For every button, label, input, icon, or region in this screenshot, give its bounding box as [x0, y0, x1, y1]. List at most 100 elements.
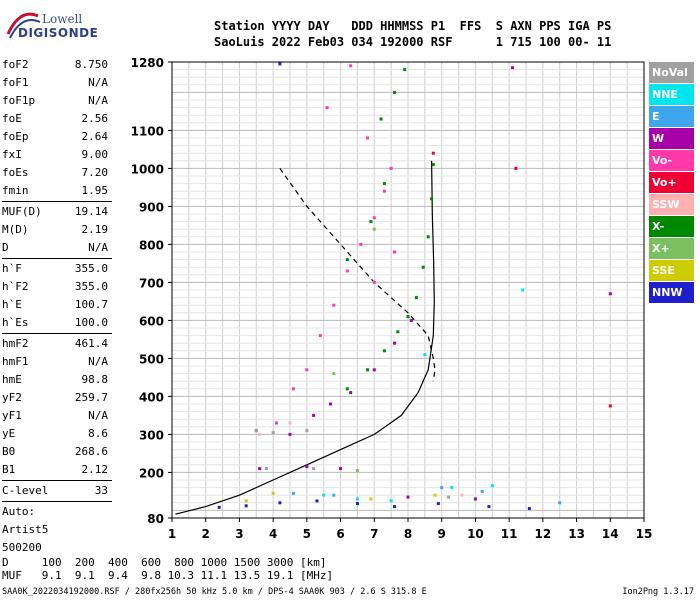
legend-item: NNE	[649, 84, 694, 105]
data-point	[430, 197, 434, 201]
data-point	[514, 166, 518, 170]
param-value: 461.4	[74, 337, 108, 350]
param-row: h`F2 355.0	[2, 278, 112, 296]
param-value: 33	[94, 484, 108, 497]
data-point	[558, 501, 562, 505]
x-tick-label: 7	[370, 527, 378, 541]
muf-value-row: MUF 9.1 9.1 9.4 9.8 10.3 11.1 13.5 19.1 …	[2, 569, 334, 582]
param-value: N/A	[88, 76, 108, 89]
param-label: yF2	[2, 391, 22, 404]
param-label: h`E	[2, 298, 22, 311]
data-point	[366, 136, 370, 140]
data-point	[511, 66, 515, 70]
data-point	[446, 495, 450, 499]
data-point	[339, 467, 343, 471]
param-row: foE 2.56	[2, 110, 112, 128]
header-row-values: SaoLuis 2022 Feb03 034 192000 RSF 1 715 …	[214, 35, 612, 49]
param-label: fmin	[2, 184, 29, 197]
data-point	[345, 387, 349, 391]
data-point	[278, 501, 282, 505]
data-point	[460, 493, 464, 497]
data-point	[450, 486, 454, 490]
auto-scaling-label: Auto:	[2, 505, 36, 518]
param-row: M(D) 2.19	[2, 221, 112, 239]
param-label: yE	[2, 427, 16, 440]
x-tick-label: 2	[202, 527, 210, 541]
data-point	[366, 368, 370, 372]
param-row: MUF(D) 19.14	[2, 203, 112, 221]
param-label: B0	[2, 445, 16, 458]
data-point	[521, 288, 525, 292]
data-point	[258, 432, 262, 436]
legend-item: E	[649, 106, 694, 127]
data-point	[431, 151, 435, 155]
data-point	[345, 269, 349, 273]
param-value: 8.6	[88, 427, 108, 440]
param-row: h`F 355.0	[2, 260, 112, 278]
param-value: 2.19	[81, 223, 109, 236]
parameter-panel: foF2 8.750 foF1 N/A foF1p N/A foE 2.56 foEp 2.64 f…	[2, 56, 112, 557]
y-tick-label: 800	[139, 238, 164, 252]
x-tick-label: 14	[602, 527, 619, 541]
legend-item: SSE	[649, 260, 694, 281]
param-label: hmF1	[2, 355, 29, 368]
param-label: hmF2	[2, 337, 29, 350]
x-tick-label: 11	[501, 527, 518, 541]
data-point	[315, 499, 319, 503]
param-label: foEp	[2, 130, 29, 143]
data-point	[305, 368, 309, 372]
data-point	[409, 318, 413, 322]
y-tick-label: 500	[139, 352, 164, 366]
legend-item: Vo-	[649, 150, 694, 171]
param-value: 9.00	[81, 148, 109, 161]
param-value: 100.7	[74, 298, 108, 311]
data-point	[414, 296, 418, 300]
data-point	[372, 368, 376, 372]
param-value: 1.95	[81, 184, 109, 197]
legend-item: W	[649, 128, 694, 149]
data-point	[480, 489, 484, 493]
data-point	[382, 189, 386, 193]
x-tick-label: 10	[467, 527, 484, 541]
param-value: 2.64	[81, 130, 109, 143]
y-tick-label: 600	[139, 314, 164, 328]
param-label: foEs	[2, 166, 29, 179]
param-value: N/A	[88, 94, 108, 107]
data-point	[322, 493, 326, 497]
param-label: yF1	[2, 409, 22, 422]
param-label: B1	[2, 463, 16, 476]
data-point	[608, 404, 612, 408]
param-divider	[2, 480, 112, 481]
data-point	[349, 64, 353, 68]
data-point	[254, 429, 258, 433]
param-value: 2.12	[81, 463, 109, 476]
data-point	[264, 467, 268, 471]
param-value: N/A	[88, 241, 108, 254]
data-point	[244, 499, 248, 503]
param-divider	[2, 333, 112, 334]
param-value: 2.56	[81, 112, 109, 125]
y-tick-label: 300	[139, 428, 164, 442]
param-divider	[2, 501, 112, 502]
param-label: h`F	[2, 262, 22, 275]
data-point	[291, 387, 295, 391]
x-tick-label: 6	[336, 527, 344, 541]
param-row: foF1p N/A	[2, 92, 112, 110]
data-point	[393, 341, 397, 345]
param-label: foF1p	[2, 94, 36, 107]
data-point	[318, 334, 322, 338]
param-label: hmE	[2, 373, 22, 386]
data-point	[288, 432, 292, 436]
param-row: hmE 98.8	[2, 371, 112, 389]
profile-curve-dashed	[279, 168, 436, 382]
data-point	[433, 493, 437, 497]
param-value: 7.20	[81, 166, 109, 179]
data-point	[271, 491, 275, 495]
x-tick-label: 12	[535, 527, 552, 541]
param-value: 355.0	[74, 280, 108, 293]
data-point	[487, 505, 491, 509]
param-label: fxI	[2, 148, 22, 161]
logo-text-digisonde: DIGISONDE	[18, 26, 99, 40]
x-tick-label: 5	[303, 527, 311, 541]
